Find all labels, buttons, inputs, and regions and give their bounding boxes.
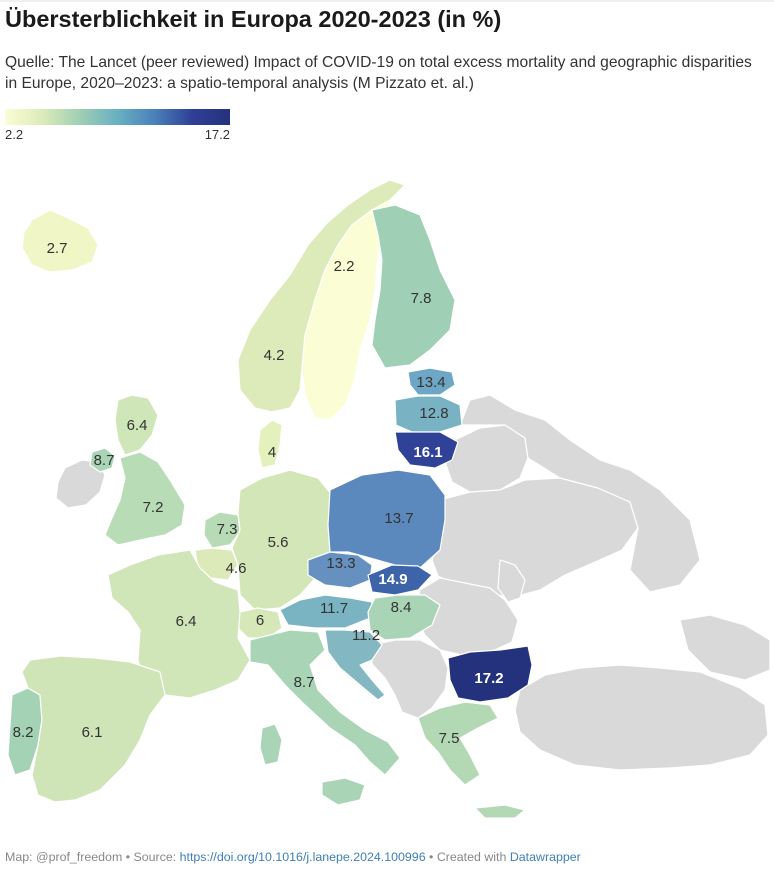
footer-map-credit: Map: @prof_freedom • Source: xyxy=(5,850,180,864)
value-label-portugal: 8.2 xyxy=(13,724,34,741)
footer-credits: Map: @prof_freedom • Source: https://doi… xyxy=(5,850,581,864)
value-label-czechia: 13.3 xyxy=(326,555,355,572)
value-label-lithuania: 16.1 xyxy=(413,444,442,461)
value-label-spain: 6.1 xyxy=(82,724,103,741)
color-legend: 2.2 17.2 xyxy=(5,109,230,143)
value-label-switzerland: 6 xyxy=(256,612,264,629)
country-denmark[interactable] xyxy=(257,419,283,469)
country-latvia[interactable] xyxy=(394,395,463,433)
country-france[interactable] xyxy=(107,549,251,699)
value-label-scotland: 6.4 xyxy=(127,417,148,434)
country-spain[interactable] xyxy=(21,655,166,803)
value-label-italy: 8.7 xyxy=(294,674,315,691)
value-label-finland: 7.8 xyxy=(411,290,432,307)
country-italy-sardinia[interactable] xyxy=(259,723,283,766)
country-scotland[interactable] xyxy=(114,394,159,456)
chart-title: Übersterblichkeit in Europa 2020-2023 (i… xyxy=(5,6,502,32)
country-moldova[interactable] xyxy=(497,559,526,603)
country-ukraine[interactable] xyxy=(431,477,639,599)
value-label-england: 7.2 xyxy=(143,499,164,516)
value-label-slovakia: 14.9 xyxy=(378,571,407,588)
footer-source-link[interactable]: https://doi.org/10.1016/j.lanepe.2024.10… xyxy=(179,850,426,864)
country-netherlands[interactable] xyxy=(203,511,241,549)
country-caucasus[interactable] xyxy=(679,614,771,681)
country-ireland[interactable] xyxy=(55,459,106,509)
chart-subtitle: Quelle: The Lancet (peer reviewed) Impac… xyxy=(5,54,752,92)
value-label-austria: 11.7 xyxy=(320,600,348,617)
country-greece-crete[interactable] xyxy=(474,804,526,819)
country-northern-ireland[interactable] xyxy=(89,447,116,473)
value-label-netherlands: 7.3 xyxy=(217,521,238,538)
country-hungary[interactable] xyxy=(367,594,441,641)
legend-max-label: 17.2 xyxy=(204,127,230,142)
country-estonia[interactable] xyxy=(407,367,456,396)
footer-datawrapper-link[interactable]: Datawrapper xyxy=(509,850,581,864)
value-label-norway: 4.2 xyxy=(264,347,285,364)
value-label-belgium: 4.6 xyxy=(226,560,247,577)
country-slovenia-croatia[interactable] xyxy=(324,629,386,701)
value-label-sweden: 2.2 xyxy=(334,258,355,275)
value-label-denmark: 4 xyxy=(268,444,276,461)
legend-gradient-bar xyxy=(5,109,230,125)
country-serbia-balkans[interactable] xyxy=(371,639,449,719)
country-romania[interactable] xyxy=(414,577,519,656)
value-label-bulgaria: 17.2 xyxy=(474,670,503,687)
value-label-greece: 7.5 xyxy=(439,730,460,747)
country-england-wales[interactable] xyxy=(104,451,186,546)
value-label-slovenia-croatia: 11.2 xyxy=(352,627,380,644)
value-label-france: 6.4 xyxy=(176,613,197,630)
country-iceland[interactable] xyxy=(21,209,99,273)
map-value-labels: 2.7 2.2 7.8 4.2 13.4 12.8 16.1 4 6.4 8.7… xyxy=(13,240,504,747)
value-label-latvia: 12.8 xyxy=(419,405,448,422)
value-label-northern-ireland: 8.7 xyxy=(94,452,115,469)
country-turkey[interactable] xyxy=(514,664,769,771)
country-switzerland[interactable] xyxy=(237,607,283,639)
country-lithuania[interactable] xyxy=(394,431,459,469)
country-finland[interactable] xyxy=(371,204,456,369)
country-italy[interactable] xyxy=(249,629,401,776)
legend-min-label: 2.2 xyxy=(5,127,24,142)
value-label-iceland: 2.7 xyxy=(47,240,68,257)
country-russia-west[interactable] xyxy=(459,394,701,593)
value-label-germany: 5.6 xyxy=(268,534,289,551)
country-greece[interactable] xyxy=(417,701,499,786)
value-label-estonia: 13.4 xyxy=(416,374,445,391)
country-bulgaria[interactable] xyxy=(447,645,533,703)
value-label-hungary: 8.4 xyxy=(391,599,412,616)
country-italy-sicily[interactable] xyxy=(321,777,366,806)
country-belarus[interactable] xyxy=(444,424,529,493)
country-germany[interactable] xyxy=(231,469,333,611)
value-label-poland: 13.7 xyxy=(384,510,413,527)
footer-created-text: • Created with xyxy=(425,850,510,864)
country-slovakia[interactable] xyxy=(367,564,433,596)
